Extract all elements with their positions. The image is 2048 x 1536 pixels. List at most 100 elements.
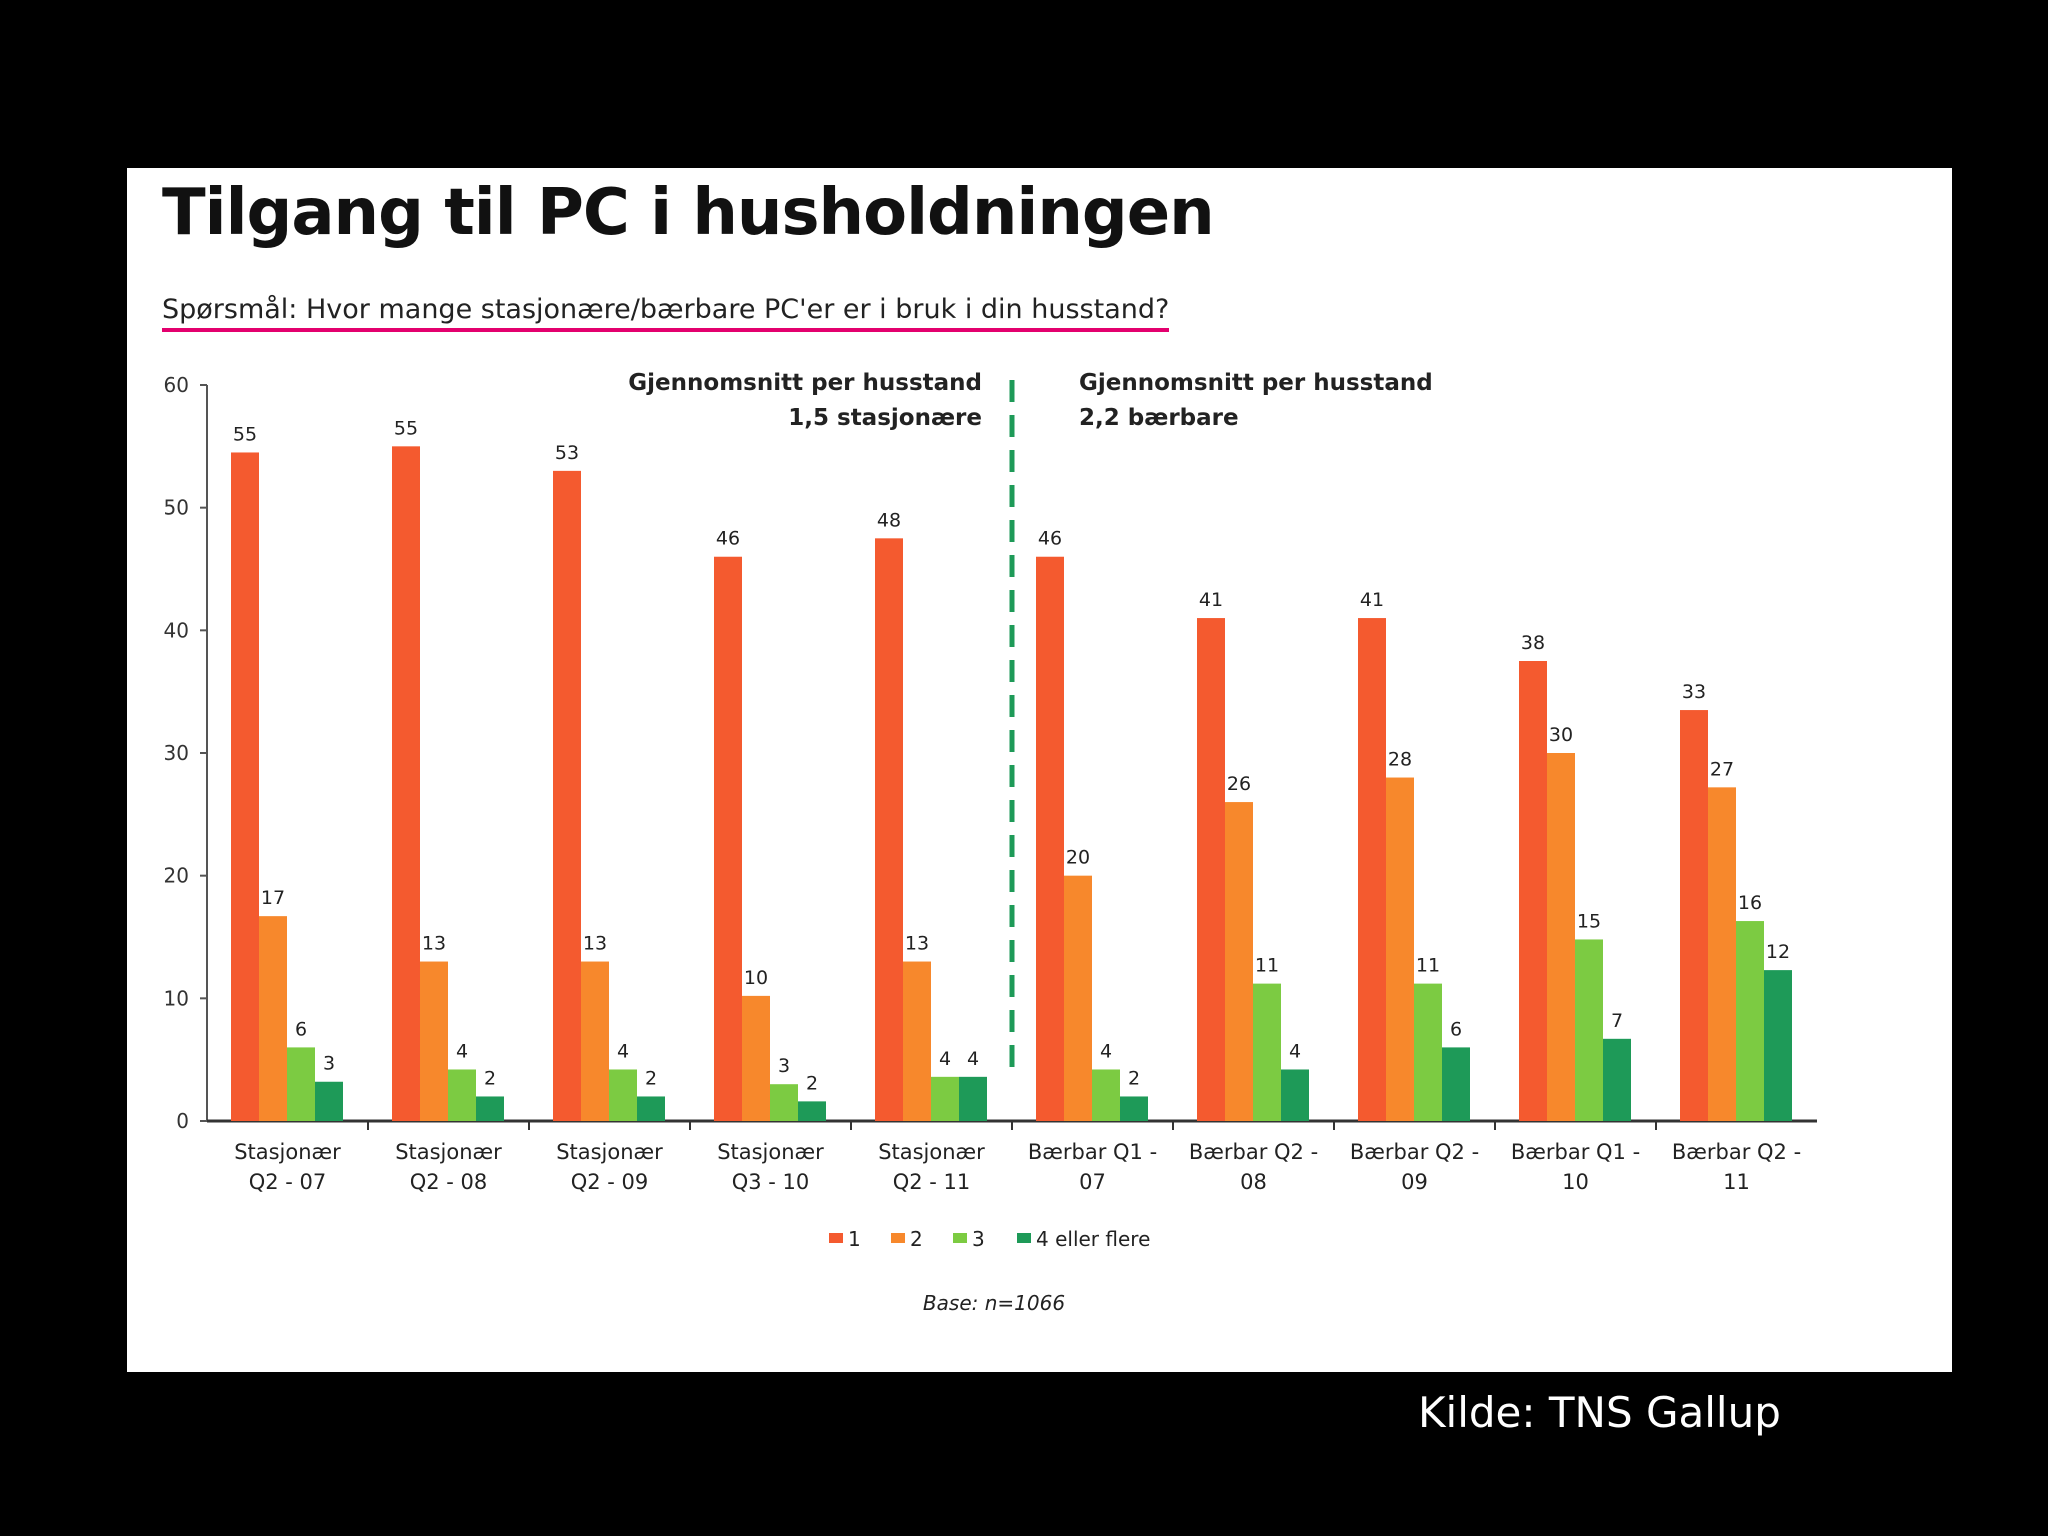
base-note: Base: n=1066	[923, 1291, 1065, 1315]
bar	[1736, 921, 1764, 1121]
bar	[1603, 1038, 1631, 1121]
y-tick-label: 10	[164, 986, 189, 1010]
data-label: 2	[806, 1072, 818, 1094]
x-tick-label: Bærbar Q1 -	[1511, 1140, 1640, 1164]
bar	[231, 452, 259, 1121]
x-tick-label: Stasjonær	[878, 1140, 985, 1164]
data-label: 13	[905, 933, 929, 955]
bar	[637, 1096, 665, 1121]
bar	[1358, 618, 1386, 1121]
y-tick-label: 50	[164, 496, 189, 520]
data-label: 20	[1066, 847, 1090, 869]
data-label: 46	[716, 528, 740, 550]
x-tick-label: Stasjonær	[234, 1140, 341, 1164]
bar	[1386, 777, 1414, 1121]
bar	[553, 470, 581, 1121]
bar	[1764, 970, 1792, 1121]
bar	[392, 446, 420, 1121]
data-label: 2	[1128, 1067, 1140, 1089]
y-tick-label: 30	[164, 741, 189, 765]
data-label: 53	[555, 442, 579, 464]
bar	[259, 916, 287, 1121]
bar	[315, 1081, 343, 1121]
data-label: 10	[744, 967, 768, 989]
bar	[1120, 1096, 1148, 1121]
data-label: 48	[877, 509, 901, 531]
x-tick-label: 09	[1401, 1170, 1428, 1194]
source-credit: Kilde: TNS Gallup	[1418, 1388, 1781, 1437]
x-tick-label: Q2 - 07	[249, 1170, 327, 1194]
x-tick-label: Q3 - 10	[732, 1170, 810, 1194]
bar	[931, 1076, 959, 1121]
x-tick-label: Q2 - 08	[410, 1170, 488, 1194]
bar	[609, 1069, 637, 1121]
x-tick-label: Q2 - 11	[893, 1170, 971, 1194]
data-label: 7	[1611, 1010, 1623, 1032]
annotation-right-line2: 2,2 bærbare	[1079, 405, 1239, 431]
bar	[1414, 983, 1442, 1121]
data-label: 4	[617, 1040, 629, 1062]
bar	[770, 1084, 798, 1121]
bar	[875, 538, 903, 1121]
data-label: 15	[1577, 910, 1601, 932]
x-tick-label: 07	[1079, 1170, 1106, 1194]
bar	[742, 995, 770, 1121]
bar	[903, 961, 931, 1121]
survey-question: Spørsmål: Hvor mange stasjonære/bærbare …	[162, 294, 1170, 332]
x-tick-label: Stasjonær	[395, 1140, 502, 1164]
x-tick-label: Bærbar Q2 -	[1672, 1140, 1801, 1164]
data-label: 27	[1710, 758, 1734, 780]
bar	[1064, 875, 1092, 1121]
slide-title: Tilgang til PC i husholdningen	[162, 176, 1215, 250]
data-label: 26	[1227, 773, 1251, 795]
x-tick-label: 11	[1723, 1170, 1750, 1194]
data-label: 41	[1199, 589, 1223, 611]
x-tick-label: Q2 - 09	[571, 1170, 649, 1194]
y-tick-label: 40	[164, 618, 189, 642]
y-tick-label: 0	[176, 1109, 189, 1133]
x-tick-label: Stasjonær	[556, 1140, 663, 1164]
bar	[1225, 802, 1253, 1121]
x-tick-label: Bærbar Q2 -	[1189, 1140, 1318, 1164]
annotation-right-line1: Gjennomsnitt per husstand	[1079, 370, 1433, 396]
bar	[1281, 1069, 1309, 1121]
bar	[1680, 710, 1708, 1121]
data-label: 46	[1038, 528, 1062, 550]
legend-swatch	[891, 1233, 905, 1243]
bar	[1036, 556, 1064, 1121]
data-label: 4	[967, 1048, 979, 1070]
slide-panel: Tilgang til PC i husholdningen Spørsmål:…	[127, 168, 1952, 1372]
bar	[1708, 787, 1736, 1121]
legend-label: 3	[972, 1227, 985, 1251]
bar	[1547, 753, 1575, 1121]
chart-legend: 1 2 3 4 eller flere	[829, 1227, 1150, 1251]
data-label: 3	[323, 1053, 335, 1075]
data-label: 4	[939, 1048, 951, 1070]
data-label: 55	[233, 423, 257, 445]
data-label: 13	[583, 933, 607, 955]
bar	[1197, 618, 1225, 1121]
bar	[959, 1076, 987, 1121]
y-tick-label: 60	[164, 373, 189, 397]
x-tick-label: Stasjonær	[717, 1140, 824, 1164]
legend-label: 4 eller flere	[1036, 1227, 1150, 1251]
bar	[287, 1047, 315, 1121]
data-label: 11	[1255, 955, 1279, 977]
x-tick-label: 08	[1240, 1170, 1267, 1194]
bar	[1519, 661, 1547, 1121]
legend-label: 1	[848, 1227, 861, 1251]
x-tick-label: Bærbar Q2 -	[1350, 1140, 1479, 1164]
bar	[714, 556, 742, 1121]
annotation-left-line2: 1,5 stasjonære	[788, 405, 982, 431]
bar	[1442, 1047, 1470, 1121]
data-label: 4	[1289, 1040, 1301, 1062]
data-label: 55	[394, 417, 418, 439]
legend-swatch	[829, 1233, 843, 1243]
data-label: 4	[1100, 1040, 1112, 1062]
data-label: 11	[1416, 955, 1440, 977]
legend-swatch	[953, 1233, 967, 1243]
data-label: 6	[295, 1018, 307, 1040]
data-label: 17	[261, 887, 285, 909]
data-label: 28	[1388, 749, 1412, 771]
